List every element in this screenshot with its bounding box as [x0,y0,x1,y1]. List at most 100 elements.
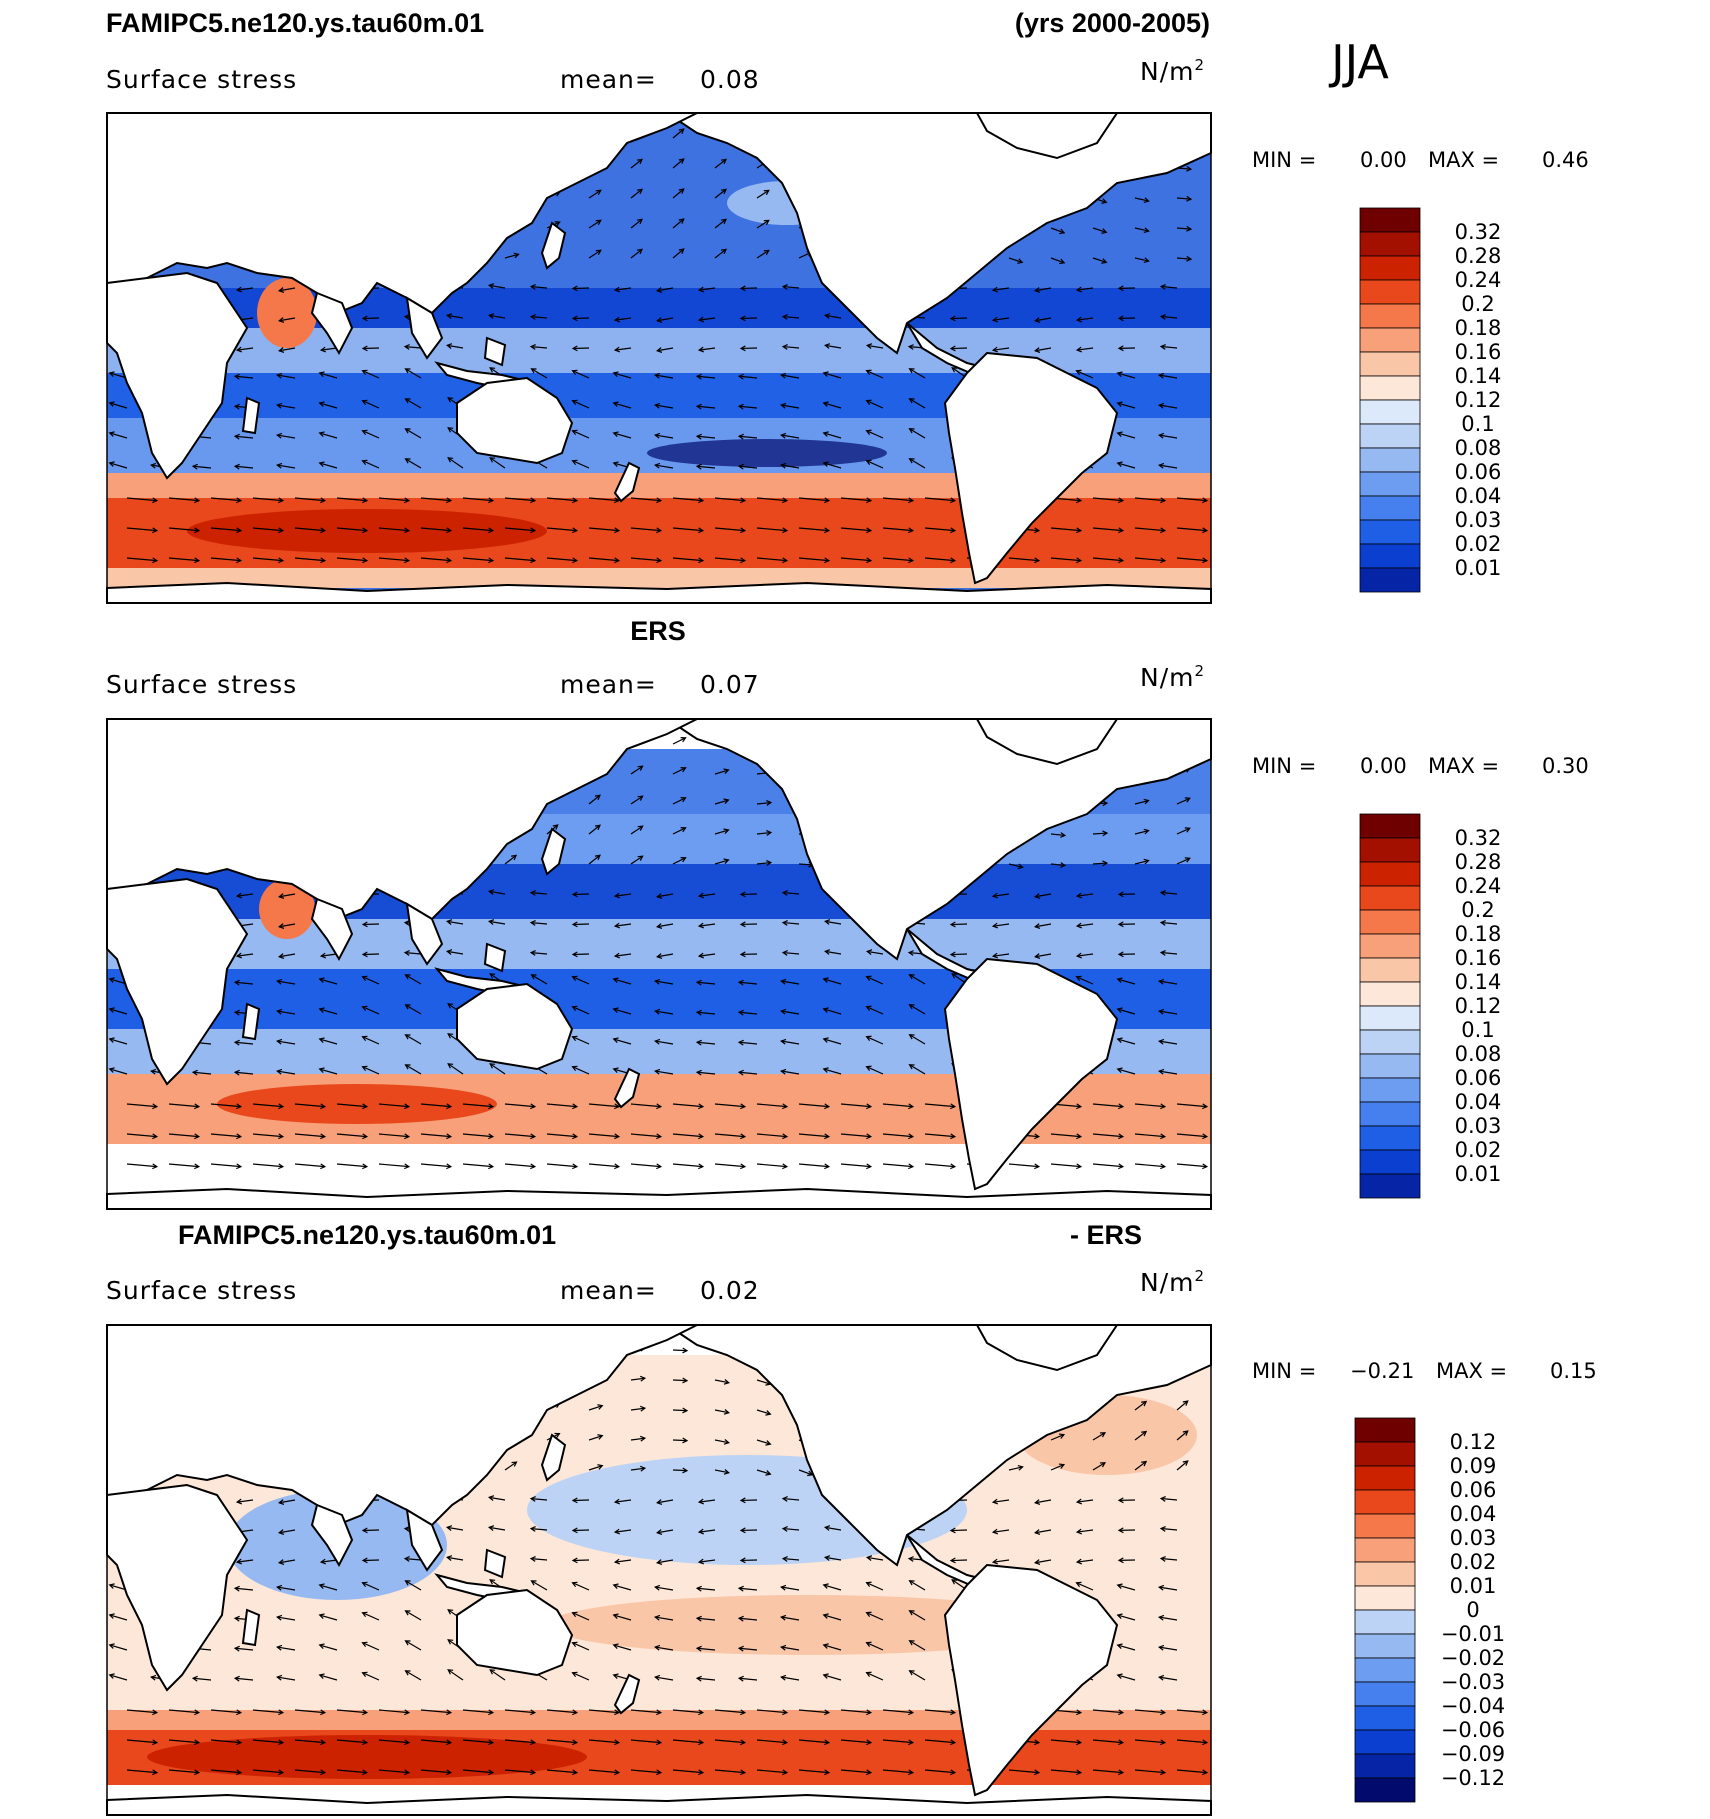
wind-vector [630,1437,645,1441]
wind-vector [630,497,661,502]
wind-vector [447,1556,464,1561]
wind-vector [783,891,800,895]
wind-vector [252,497,283,502]
wind-vector-head [654,402,661,409]
wind-vector-head [720,158,727,165]
wind-vector [756,1379,771,1385]
wind-vector-head [1157,978,1165,985]
wind-vector [714,859,729,865]
wind-vector-head [637,795,644,801]
wind-vector [1050,227,1065,234]
wind-vector [193,1071,212,1075]
wind-vector-head [489,973,496,979]
wind-vector-head [780,1068,787,1075]
colorbar-tick-label: 0.04 [1450,1502,1497,1526]
wind-vector [993,1529,1010,1533]
wind-vector [798,1133,829,1138]
wind-vector [405,1610,422,1621]
wind-vector-head [194,1103,201,1110]
wind-vector [1035,1559,1052,1564]
colorbar-tick-label: 0.18 [1455,316,1502,340]
wind-vector-head [698,1769,705,1776]
wind-vector [462,527,493,532]
wind-vector-head [824,1103,831,1110]
wind-vector [657,287,674,292]
wind-vector [1161,921,1178,925]
wind-vector-head [950,1103,957,1110]
wind-vector [924,1163,955,1168]
wind-vector [714,1133,745,1138]
wind-vector-head [865,429,872,435]
wind-vector [588,1133,619,1138]
wind-vector [613,372,632,379]
wind-vector [756,219,770,229]
colorbar-swatch [1359,1125,1421,1151]
wind-vector [126,557,157,562]
wind-vector-head [654,462,661,469]
wind-vector-head [695,1615,702,1622]
wind-vector [1134,1461,1147,1471]
wind-vector-head [233,1069,240,1076]
wind-vector-head [739,891,746,898]
wind-vector-head [656,347,663,353]
wind-vector [1176,497,1207,502]
wind-vector-head [361,399,368,406]
wind-vector-head [1099,1432,1107,1438]
wind-vector [867,1556,884,1561]
colorbar-tick-label: 0.12 [1450,1430,1497,1454]
wind-vector-head [276,978,283,985]
wind-vector-head [822,1007,829,1013]
wind-vector-head [908,1739,915,1746]
wind-vector-head [1034,1133,1041,1140]
wind-vector [210,1709,241,1714]
wind-vector [756,1409,771,1415]
wind-vector [1035,923,1052,928]
wind-vector [1035,1529,1052,1534]
wind-vector-head [656,497,663,504]
wind-vector-head [404,1610,411,1616]
wind-vector-head [487,1525,495,1531]
colorbar-swatch [1359,327,1421,353]
wind-vector-head [908,557,915,564]
wind-vector-head [740,527,747,534]
colorbar-swatch [1354,1513,1416,1539]
wind-vector-head [320,1709,327,1716]
wind-vector-head [766,860,773,866]
wind-vector-head [680,797,687,803]
wind-vector-head [1116,1007,1123,1014]
wind-vector-head [446,1103,453,1110]
wind-vector-head [488,1163,495,1170]
wind-vector [252,1133,283,1138]
wind-vector [235,1677,254,1681]
wind-vector [405,1580,422,1591]
wind-vector-head [740,1163,747,1170]
colorbar-swatch [1359,885,1421,911]
wind-vector [1176,1400,1189,1411]
wind-vector-head [1118,1739,1125,1746]
wind-vector-head [740,557,747,564]
wind-vector [823,1068,842,1075]
wind-vector [1092,1739,1123,1744]
wind-vector-head [697,1528,705,1535]
wind-vector-head [781,950,788,956]
wind-vector-head [824,527,831,534]
wind-vector-head [1034,1769,1041,1776]
colorbar-tick-label: 0.02 [1455,1138,1502,1162]
wind-vector-head [1116,431,1123,438]
wind-vector [781,1010,800,1015]
wind-vector-head [1184,797,1191,803]
wind-vector [1077,1499,1094,1503]
wind-vector [672,527,703,532]
wind-vector-head [656,923,663,929]
wind-vector-head [278,1739,285,1746]
wind-vector-head [403,344,410,350]
wind-vector-head [403,920,410,926]
wind-vector [279,1559,296,1564]
wind-vector-head [1075,922,1083,929]
wind-vector [1134,1103,1165,1108]
wind-vector [504,1103,535,1108]
wind-vector-head [361,459,368,466]
wind-vector-head [907,344,914,350]
wind-vector-head [404,1103,411,1110]
wind-vector [277,1616,296,1621]
